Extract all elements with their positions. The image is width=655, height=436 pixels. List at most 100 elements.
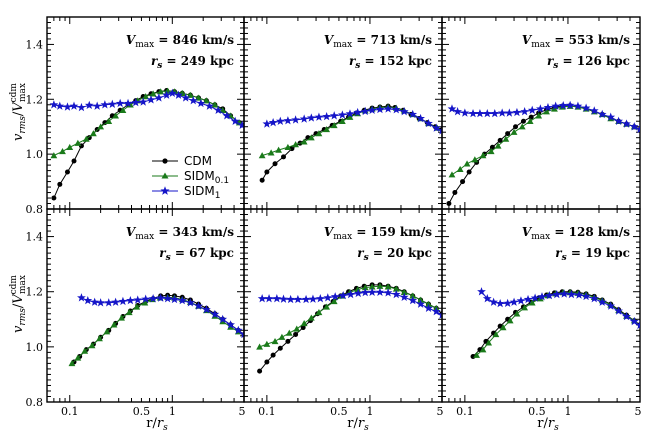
point-sidm1 — [337, 110, 347, 119]
vmax-annotation: Vmax = 846 km/s — [126, 33, 234, 50]
series-group — [258, 103, 442, 183]
point-cdm — [259, 177, 265, 183]
rs-annotation: rs = 126 kpc — [547, 54, 630, 71]
point-sidm01 — [300, 320, 308, 327]
x-tick-label: 1 — [564, 405, 571, 418]
point-sidm1 — [360, 287, 370, 297]
point-sidm1 — [622, 119, 631, 128]
point-cdm — [281, 154, 287, 160]
point-sidm01 — [219, 106, 227, 113]
y-tick-label: 0.8 — [26, 396, 44, 409]
point-sidm1 — [257, 294, 267, 303]
point-sidm1 — [520, 107, 530, 116]
point-sidm01 — [400, 288, 408, 295]
point-cdm — [466, 169, 472, 175]
point-sidm01 — [307, 134, 315, 141]
point-sidm1 — [559, 289, 569, 298]
point-sidm1 — [375, 104, 385, 114]
point-sidm1 — [299, 114, 309, 123]
point-sidm1 — [306, 113, 316, 122]
series-group — [49, 87, 244, 201]
y-tick-label: 1.2 — [26, 93, 44, 106]
point-sidm1 — [123, 98, 133, 108]
point-sidm01 — [278, 333, 286, 340]
point-sidm1 — [437, 310, 442, 319]
point-sidm1 — [551, 101, 561, 110]
point-sidm01 — [211, 101, 219, 108]
panel-6: 0.1 0.5 1 5 Vmax = 128 km/s rs = 19 kpc — [441, 208, 642, 418]
point-sidm1 — [237, 120, 244, 130]
point-sidm1 — [345, 109, 355, 118]
point-sidm1 — [437, 126, 442, 135]
point-sidm1 — [367, 287, 377, 296]
point-sidm1 — [111, 297, 120, 306]
point-sidm1 — [535, 104, 545, 113]
series-group — [68, 292, 244, 367]
point-sidm1 — [399, 292, 409, 301]
point-sidm1 — [301, 294, 311, 304]
legend-cdm-marker — [162, 158, 168, 164]
point-sidm01 — [346, 113, 354, 120]
point-cdm — [272, 161, 278, 167]
point-cdm — [64, 169, 70, 175]
legend: CDM SIDM0.1 SIDM1 — [152, 154, 229, 201]
point-sidm1 — [495, 298, 505, 308]
point-sidm01 — [409, 292, 417, 299]
y-axis-label-bottom: vrms/Vcdmmax — [9, 275, 28, 333]
point-sidm01 — [473, 351, 481, 358]
point-sidm01 — [506, 317, 514, 324]
point-sidm01 — [502, 135, 510, 142]
point-sidm01 — [157, 88, 165, 95]
panel-1: 0.8 1.0 1.2 1.4 Vmax = 846 km/s rs = 249 kpc — [26, 16, 245, 216]
point-sidm01 — [82, 135, 90, 142]
x-tick-label: 0.1 — [456, 405, 474, 418]
point-sidm1 — [453, 107, 462, 116]
point-sidm01 — [307, 314, 315, 321]
point-sidm01 — [526, 117, 534, 124]
point-cdm — [270, 352, 276, 358]
point-sidm01 — [119, 106, 127, 113]
point-sidm1 — [239, 329, 244, 339]
point-sidm01 — [74, 139, 82, 146]
svg-text:vrms/Vcdmmax: vrms/Vcdmmax — [9, 83, 28, 141]
legend-sidm1-label: SIDM1 — [184, 184, 220, 201]
point-sidm1 — [460, 108, 470, 117]
point-cdm — [446, 201, 452, 207]
point-sidm1 — [83, 295, 93, 305]
legend-entry-sidm1: SIDM1 — [152, 184, 220, 201]
point-sidm01 — [384, 283, 392, 290]
point-sidm1 — [360, 106, 370, 116]
point-sidm1 — [181, 93, 191, 102]
series-group — [470, 287, 640, 360]
point-sidm1 — [92, 101, 102, 110]
point-sidm01 — [292, 141, 300, 148]
point-sidm01 — [275, 146, 283, 153]
legend-sidm1-marker — [160, 186, 170, 195]
point-sidm01 — [392, 285, 400, 292]
point-sidm01 — [300, 138, 308, 145]
point-sidm1 — [329, 111, 339, 120]
point-sidm1 — [552, 289, 562, 299]
point-sidm1 — [279, 294, 288, 303]
point-sidm1 — [167, 88, 177, 97]
point-sidm1 — [497, 108, 507, 117]
point-sidm1 — [383, 104, 393, 113]
point-sidm01 — [521, 304, 529, 311]
point-sidm01 — [126, 101, 134, 108]
point-sidm01 — [330, 121, 338, 129]
point-sidm1 — [222, 111, 232, 120]
point-sidm01 — [118, 314, 125, 321]
point-sidm1 — [490, 108, 500, 118]
y-tick-label: 1.4 — [26, 38, 44, 51]
point-sidm01 — [96, 335, 103, 342]
series-line-sidm1 — [81, 297, 244, 335]
point-sidm1 — [558, 100, 568, 110]
point-sidm01 — [513, 310, 521, 317]
point-sidm1 — [96, 298, 105, 307]
point-sidm1 — [544, 290, 554, 300]
point-sidm01 — [110, 321, 118, 328]
point-cdm — [497, 137, 503, 143]
point-cdm — [264, 169, 270, 175]
y-axis-label-top: vrms/Vcdmmax — [9, 83, 28, 141]
point-sidm1 — [391, 105, 401, 114]
